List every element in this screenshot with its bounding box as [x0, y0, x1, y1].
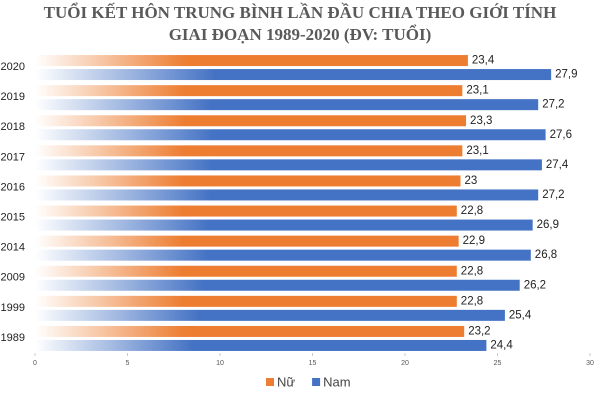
y-tick-label: 1999 — [1, 302, 25, 314]
data-label: 26,9 — [537, 219, 559, 231]
y-tick-label: 2015 — [1, 211, 25, 223]
bar — [35, 265, 457, 277]
bar — [35, 219, 533, 231]
data-label: 22,8 — [461, 295, 483, 307]
bar — [35, 145, 463, 157]
legend-swatch — [266, 378, 274, 386]
x-tick-label: 0 — [33, 360, 37, 367]
data-label: 26,2 — [524, 279, 546, 291]
y-tick-label: 2017 — [1, 151, 25, 163]
data-label: 23,1 — [466, 145, 488, 157]
data-label: 27,2 — [542, 189, 564, 201]
legend-swatch — [312, 378, 321, 386]
bar — [35, 279, 520, 291]
bar — [35, 69, 552, 81]
chart-subtitle: GIAI ĐOẠN 1989-2020 (ĐV: TUỔI) — [169, 24, 432, 44]
bar — [35, 115, 467, 127]
data-label: 22,8 — [461, 205, 483, 217]
bar — [35, 295, 457, 307]
data-label: 23,1 — [466, 85, 488, 97]
y-tick-label: 1989 — [1, 332, 25, 344]
bar — [35, 159, 542, 171]
legend-label: Nam — [323, 374, 350, 389]
chart-title: TUỔI KẾT HÔN TRUNG BÌNH LẦN ĐẦU CHIA THE… — [44, 2, 557, 22]
y-tick-label: 2016 — [1, 181, 25, 193]
bar — [35, 55, 468, 67]
data-label: 27,4 — [546, 159, 569, 171]
bar — [35, 129, 546, 141]
bar — [35, 339, 487, 351]
y-tick-label: 2009 — [1, 272, 25, 284]
bar — [35, 175, 461, 187]
data-label: 27,9 — [555, 69, 577, 81]
y-tick-label: 2020 — [1, 61, 25, 73]
bar — [35, 249, 531, 261]
bar — [35, 235, 459, 247]
x-tick-label: 30 — [586, 360, 594, 367]
data-label: 27,2 — [542, 99, 564, 111]
bar — [35, 85, 463, 97]
y-tick-label: 2019 — [1, 91, 25, 103]
data-label: 25,4 — [509, 309, 532, 321]
y-tick-label: 2014 — [1, 242, 25, 254]
x-tick-label: 5 — [126, 360, 130, 367]
legend-label: Nữ — [277, 374, 295, 389]
x-tick-label: 25 — [494, 360, 502, 367]
y-tick-label: 2018 — [1, 121, 25, 133]
data-label: 23,2 — [468, 325, 490, 337]
data-label: 27,6 — [550, 129, 572, 141]
bar — [35, 189, 539, 201]
data-label: 22,8 — [461, 265, 483, 277]
data-label: 22,9 — [463, 235, 485, 247]
bar — [35, 309, 505, 321]
data-label: 26,8 — [535, 249, 557, 261]
data-label: 23,4 — [472, 55, 495, 67]
bar — [35, 325, 465, 337]
bar — [35, 205, 457, 217]
x-tick-label: 10 — [216, 360, 224, 367]
data-label: 23 — [465, 175, 478, 187]
data-label: 24,4 — [490, 339, 513, 351]
data-label: 23,3 — [470, 115, 492, 127]
x-tick-label: 15 — [309, 360, 317, 367]
x-tick-label: 20 — [401, 360, 409, 367]
bar — [35, 99, 539, 111]
